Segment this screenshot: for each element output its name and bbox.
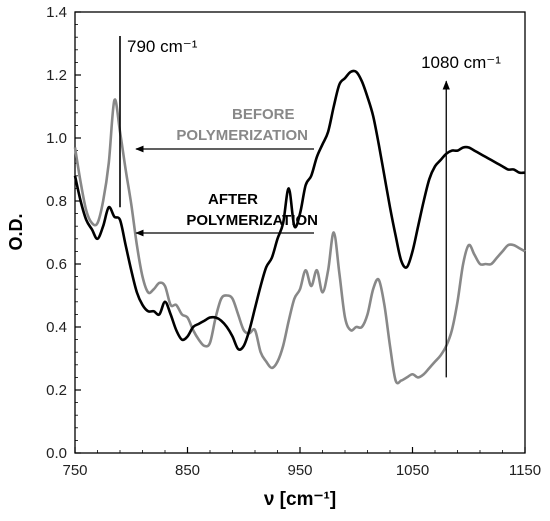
y-tick-label: 0.2 xyxy=(46,382,67,399)
label-after-line1: AFTER xyxy=(208,191,258,208)
annotation-790: 790 cm⁻¹ xyxy=(127,37,198,56)
y-tick-label: 1.0 xyxy=(46,130,67,147)
series-line-after-polymerization xyxy=(73,69,526,351)
x-tick-label: 750 xyxy=(62,462,87,479)
x-tick-label: 1050 xyxy=(396,462,429,479)
x-tick-label: 950 xyxy=(287,462,312,479)
label-before-line1: BEFORE xyxy=(232,106,295,123)
y-tick-label: 0.4 xyxy=(46,319,67,336)
y-axis-label: O.D. xyxy=(6,213,26,250)
y-tick-label: 1.2 xyxy=(46,67,67,84)
y-tick-label: 1.4 xyxy=(46,4,67,21)
label-after-line2: POLYMERIZATION xyxy=(186,212,318,229)
annotation-1080: 1080 cm⁻¹ xyxy=(421,53,501,72)
y-tick-label: 0.0 xyxy=(46,445,67,462)
y-tick-label: 0.8 xyxy=(46,193,67,210)
series-line-before-polymerization xyxy=(73,98,526,385)
y-tick-label: 0.6 xyxy=(46,256,67,273)
x-tick-label: 1150 xyxy=(509,462,541,479)
x-axis-label: ν [cm⁻¹] xyxy=(264,489,336,510)
x-tick-label: 850 xyxy=(175,462,200,479)
label-before-line2: POLYMERIZATION xyxy=(176,127,308,144)
